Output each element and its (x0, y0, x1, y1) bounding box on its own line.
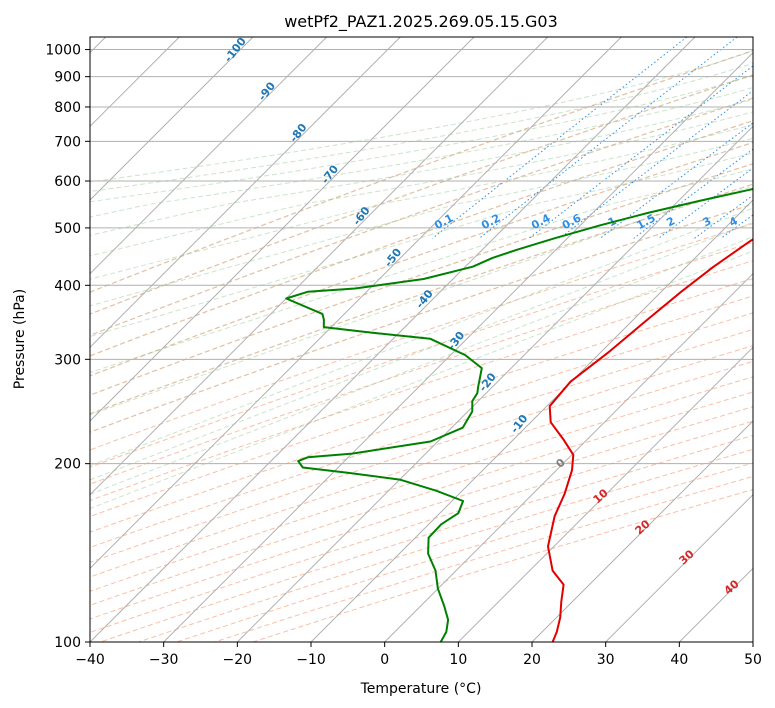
dry-adiabat-line (90, 328, 753, 548)
dry-adiabat-line (90, 360, 753, 578)
mixing-ratio-line (658, 167, 753, 239)
y-tick-label: 600 (54, 174, 81, 190)
moist-adiabat-line (90, 99, 753, 236)
dry-adiabat-line (90, 295, 753, 518)
isotherm-line (457, 346, 753, 642)
y-tick-label: 900 (54, 70, 81, 86)
y-tick-label: 800 (54, 100, 81, 116)
x-axis-label: Temperature (°C) (360, 681, 482, 697)
y-axis-ticks: 100 200 300 400 500 600 700 800 900 1000 (45, 43, 90, 651)
x-tick-label: −20 (223, 652, 253, 668)
moist-adiabat-line (90, 168, 753, 373)
moist-adiabat-lines (90, 50, 753, 510)
isotherm-line (531, 420, 753, 642)
plot-frame (89, 36, 754, 643)
x-tick-label: 0 (380, 652, 389, 668)
dry-adiabat-line (90, 97, 753, 336)
x-tick-label: 20 (523, 652, 541, 668)
isotherm-line (90, 37, 401, 349)
x-tick-label: −30 (149, 652, 179, 668)
isotherm-line (310, 199, 753, 642)
isobar-grid (90, 49, 753, 642)
x-tick-label: −10 (296, 652, 326, 668)
chart-title: wetPf2_PAZ1.2025.269.05.15.G03 (284, 12, 558, 32)
x-tick-label: −40 (75, 652, 105, 668)
plot-area: -100-90-80-70-60-50-40-30-20-10 0.1 0.2 0.… (90, 37, 753, 642)
isotherm-line (90, 37, 475, 422)
moist-adiabat-line (90, 186, 753, 416)
dry-adiabat-line (90, 312, 753, 533)
x-tick-label: 30 (597, 652, 615, 668)
dry-adiabat-lines (90, 49, 753, 642)
profile-series (285, 187, 753, 642)
dry-adiabat-line (90, 278, 753, 502)
dry-adiabat-line (90, 183, 753, 415)
y-tick-label: 100 (54, 635, 81, 651)
isotherm-line (90, 37, 622, 570)
mixing-ratio-line (478, 37, 738, 239)
isotherm-line (90, 37, 254, 201)
isotherm-line (384, 272, 753, 642)
dry-adiabat-line (90, 49, 753, 293)
dry-adiabat-line (90, 376, 753, 592)
temperature-profile-line (547, 238, 753, 642)
y-tick-label: 400 (54, 278, 81, 294)
moist-adiabat-line (90, 221, 753, 481)
moist-adiabat-line (90, 137, 753, 307)
dry-adiabat-line (90, 141, 753, 377)
mixing-ratio-line (559, 90, 753, 239)
y-tick-label: 300 (54, 352, 81, 368)
moist-adiabat-line (90, 87, 753, 218)
moist-adiabat-line (90, 207, 753, 467)
dry-adiabat-line (90, 391, 753, 606)
isotherm-line (236, 125, 753, 642)
x-axis-ticks: −40 −30 −20 −10 0 10 20 30 40 50 (75, 642, 762, 668)
dewpoint-profile-line (285, 187, 753, 642)
dry-adiabat-line (90, 260, 753, 485)
isotherm-line (90, 37, 549, 496)
isotherm-line (90, 37, 696, 642)
x-tick-label: 40 (670, 652, 688, 668)
moist-adiabat-line (90, 236, 753, 495)
y-tick-label: 700 (54, 134, 81, 150)
dry-adiabat-line (90, 345, 753, 563)
mixing-ratio-lines (432, 37, 753, 239)
y-tick-label: 500 (54, 221, 81, 237)
isotherm-line (90, 37, 328, 275)
y-tick-label: 1000 (45, 43, 81, 59)
dry-adiabat-line (90, 163, 753, 396)
isotherm-line (605, 493, 753, 642)
x-tick-label: 50 (744, 652, 762, 668)
moist-adiabat-line (90, 250, 753, 510)
moist-adiabat-line (90, 124, 753, 280)
x-tick-label: 10 (449, 652, 467, 668)
y-axis-label: Pressure (hPa) (12, 289, 28, 389)
y-tick-label: 200 (54, 457, 81, 473)
moist-adiabat-line (90, 62, 753, 193)
isotherm-line (163, 51, 753, 642)
isotherm-grid (90, 37, 753, 642)
